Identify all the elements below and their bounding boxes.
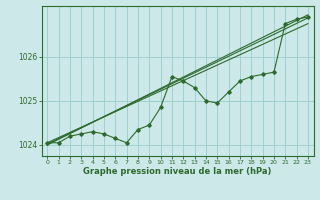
X-axis label: Graphe pression niveau de la mer (hPa): Graphe pression niveau de la mer (hPa) — [84, 167, 272, 176]
